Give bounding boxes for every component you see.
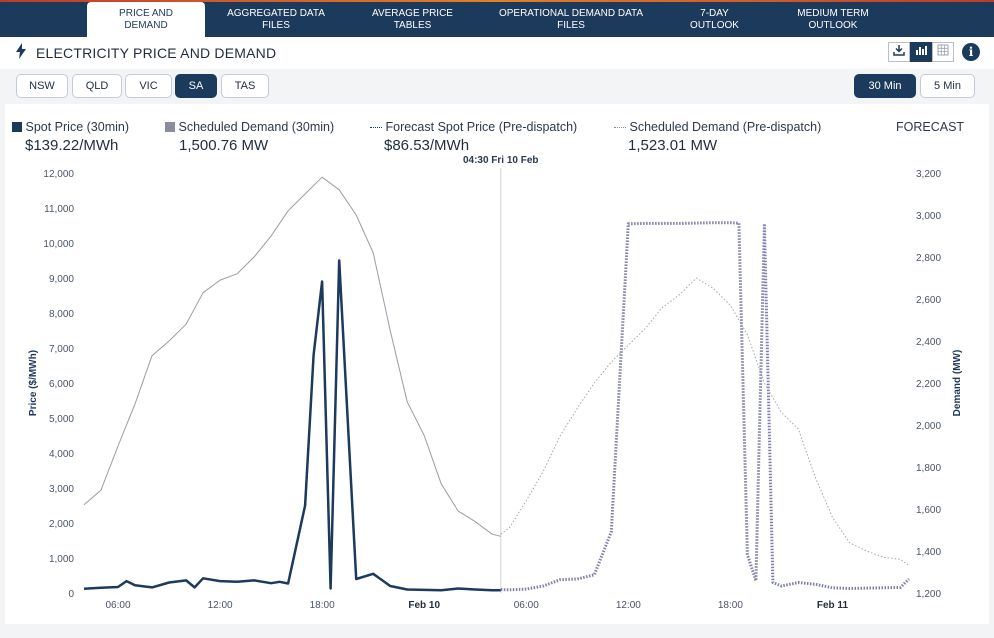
region-label: TAS bbox=[234, 80, 256, 92]
tab-average-price-tables[interactable]: AVERAGE PRICE TABLES bbox=[355, 2, 470, 37]
legend-spot-price[interactable]: Spot Price (30min) bbox=[12, 120, 129, 134]
legend-forecast-spot-price[interactable]: Forecast Spot Price (Pre-dispatch) bbox=[370, 120, 577, 134]
scheduled-demand-value: 1,500.76 MW bbox=[179, 137, 269, 154]
table-icon bbox=[937, 43, 949, 61]
region-button-nsw[interactable]: NSW bbox=[16, 74, 68, 98]
tab-label: FILES bbox=[557, 19, 585, 31]
forecast-price-value: $86.53/MWh bbox=[384, 137, 470, 154]
tab-label: AVERAGE PRICE bbox=[372, 7, 453, 19]
spot-price-value: $139.22/MWh bbox=[25, 137, 119, 154]
legend-label: Scheduled Demand (30min) bbox=[178, 120, 335, 134]
tab-7-day-outlook[interactable]: 7-DAY OUTLOOK bbox=[672, 2, 757, 37]
legend-scheduled-demand[interactable]: Scheduled Demand (30min) bbox=[165, 120, 334, 134]
page-title: ELECTRICITY PRICE AND DEMAND bbox=[36, 45, 277, 61]
legend-label: Spot Price (30min) bbox=[25, 120, 129, 134]
tab-label: DEMAND bbox=[124, 19, 168, 31]
tab-label: OPERATIONAL DEMAND DATA bbox=[498, 7, 644, 19]
legend-swatch-forecast-price bbox=[370, 127, 382, 128]
region-button-sa[interactable]: SA bbox=[175, 74, 217, 98]
tab-label: OUTLOOK bbox=[808, 19, 858, 31]
tab-label: PRICE AND bbox=[119, 7, 173, 19]
interval-label: 5 Min bbox=[934, 80, 961, 92]
legend-forecast-demand[interactable]: Scheduled Demand (Pre-dispatch) bbox=[614, 120, 821, 134]
tab-price-and-demand[interactable]: PRICE AND DEMAND bbox=[87, 2, 205, 37]
tab-label: AGGREGATED DATA bbox=[227, 7, 325, 19]
tab-aggregated-data-files[interactable]: AGGREGATED DATA FILES bbox=[215, 2, 337, 37]
table-view-button[interactable] bbox=[932, 42, 954, 62]
legend-swatch-scheduled-demand bbox=[165, 122, 175, 132]
bar-chart-icon bbox=[915, 43, 927, 61]
region-button-tas[interactable]: TAS bbox=[221, 74, 269, 98]
page-header: ELECTRICITY PRICE AND DEMAND i bbox=[0, 37, 994, 69]
legend-label: Scheduled Demand (Pre-dispatch) bbox=[629, 120, 822, 134]
tab-medium-term-outlook[interactable]: MEDIUM TERM OUTLOOK bbox=[782, 2, 884, 37]
legend-swatch-spot-price bbox=[12, 122, 22, 132]
tab-label: OUTLOOK bbox=[690, 19, 739, 31]
chart-view-button[interactable] bbox=[910, 42, 932, 62]
region-label: SA bbox=[188, 80, 204, 92]
interval-button-5-min[interactable]: 5 Min bbox=[920, 74, 975, 98]
region-button-vic[interactable]: VIC bbox=[125, 74, 172, 98]
top-accent-stripe bbox=[0, 0, 994, 2]
interval-button-30-min[interactable]: 30 Min bbox=[854, 74, 916, 98]
download-icon bbox=[893, 43, 905, 61]
tab-label: FILES bbox=[262, 19, 290, 31]
tab-label: TABLES bbox=[393, 19, 432, 31]
info-icon: i bbox=[968, 45, 974, 59]
region-label: NSW bbox=[29, 80, 55, 92]
tab-label: 7-DAY bbox=[700, 7, 729, 19]
legend-swatch-forecast-demand bbox=[614, 127, 626, 128]
region-label: QLD bbox=[85, 80, 109, 92]
tab-bar: PRICE AND DEMAND AGGREGATED DATA FILES AVE… bbox=[0, 2, 994, 37]
tab-label: MEDIUM TERM bbox=[797, 7, 869, 19]
region-label: VIC bbox=[139, 80, 158, 92]
forecast-demand-value: 1,523.01 MW bbox=[628, 137, 718, 154]
chart-panel bbox=[5, 104, 989, 624]
download-button[interactable] bbox=[888, 42, 910, 62]
legend-label: Forecast Spot Price (Pre-dispatch) bbox=[385, 120, 578, 134]
region-button-qld[interactable]: QLD bbox=[72, 74, 122, 98]
tab-operational-demand-data-files[interactable]: OPERATIONAL DEMAND DATA FILES bbox=[490, 2, 652, 37]
interval-label: 30 Min bbox=[868, 80, 902, 92]
lightning-bolt-icon bbox=[16, 43, 26, 64]
info-button[interactable]: i bbox=[962, 43, 980, 61]
forecast-label: FORECAST bbox=[896, 120, 965, 134]
